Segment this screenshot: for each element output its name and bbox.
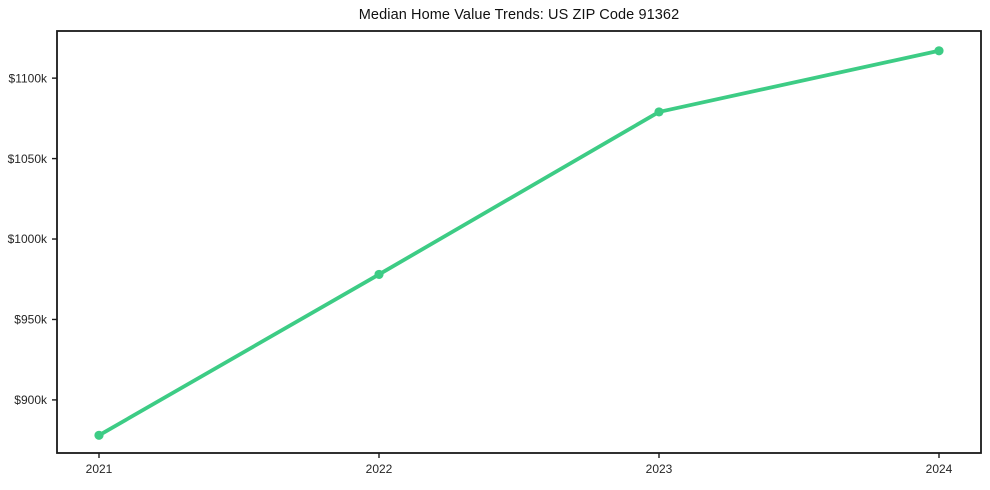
data-point-marker <box>94 430 104 440</box>
y-tick-label: $900k <box>14 393 48 407</box>
x-tick-label: 2022 <box>366 462 393 476</box>
x-tick-label: 2024 <box>926 462 953 476</box>
y-tick-label: $1100k <box>9 71 48 85</box>
data-point-marker <box>374 269 384 280</box>
data-point-marker <box>934 46 944 56</box>
y-tick-label: $950k <box>14 313 48 327</box>
plot-border <box>56 30 982 454</box>
chart-title: Median Home Value Trends: US ZIP Code 91… <box>358 7 680 23</box>
y-tick-label: $1000k <box>8 232 48 246</box>
data-point-marker <box>654 107 664 117</box>
x-tick-label: 2021 <box>86 462 113 476</box>
x-tick-label: 2023 <box>646 462 673 476</box>
trend-line <box>97 48 941 438</box>
y-tick-label: $1050k <box>8 152 48 166</box>
